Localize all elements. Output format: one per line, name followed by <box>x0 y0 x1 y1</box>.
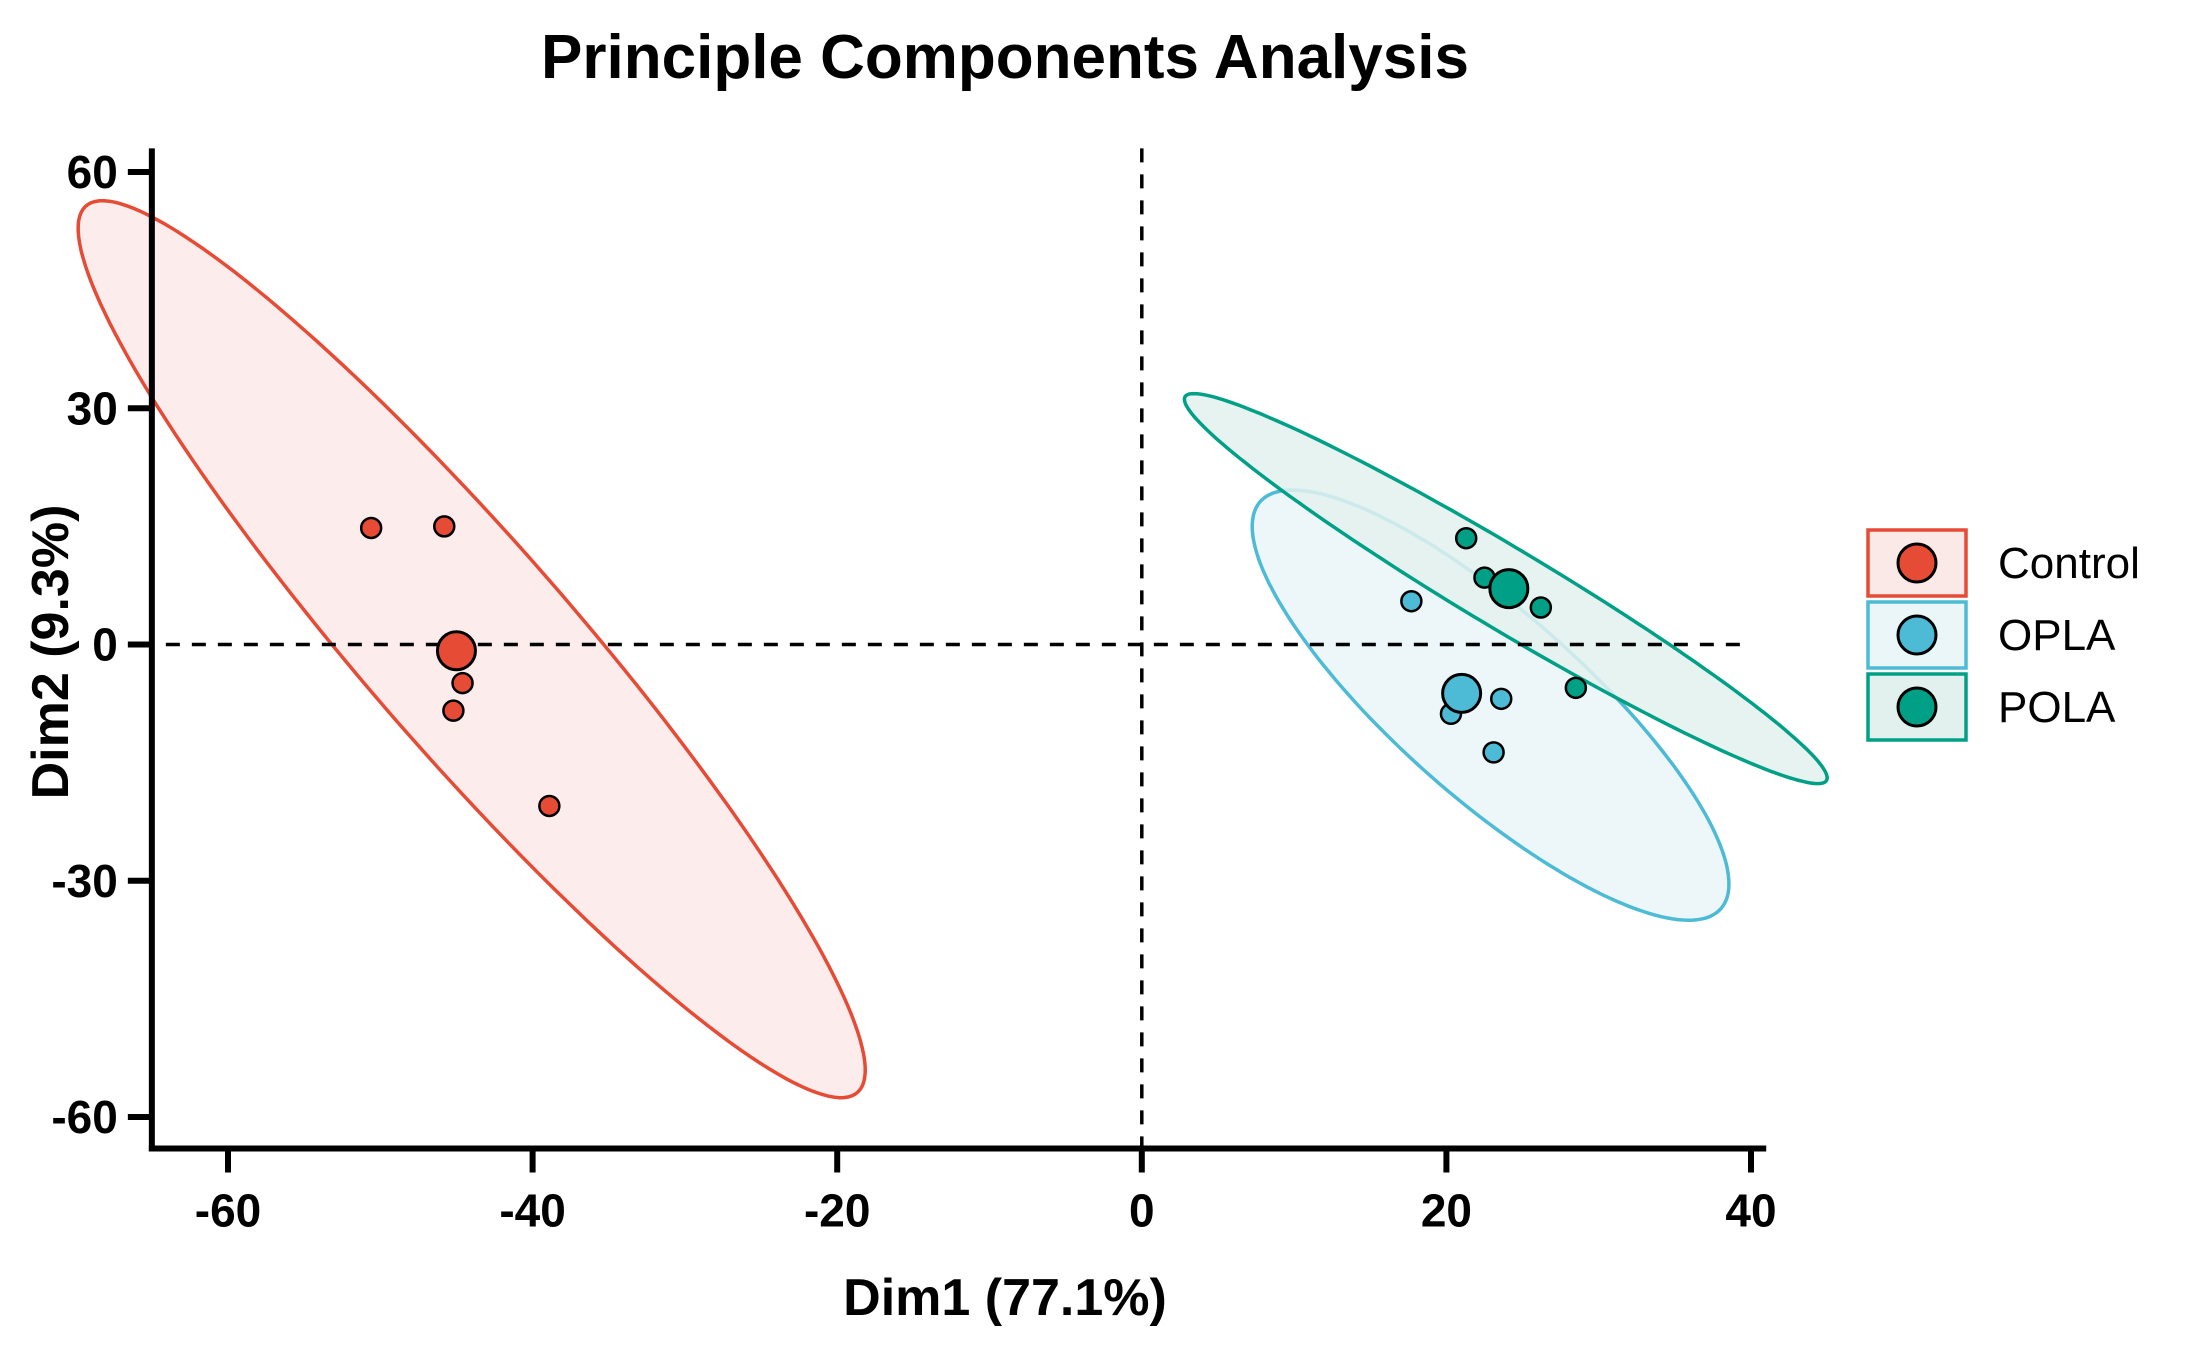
axes: -60 -40 -20 0 20 40 60 30 0 -30 -60 <box>51 146 1776 1237</box>
centroid-opla <box>1441 672 1483 714</box>
y-tick-label: 60 <box>67 146 118 198</box>
point-control <box>538 794 561 818</box>
chart-title: Principle Components Analysis <box>541 23 1469 92</box>
point-opla <box>1400 589 1423 613</box>
point-pola <box>1564 676 1588 700</box>
confidence-ellipses <box>76 199 1829 1100</box>
y-tick-label: 30 <box>67 382 118 434</box>
legend-marker-pola <box>1896 686 1938 728</box>
y-axis-title: Dim2 (9.3%) <box>22 505 80 800</box>
legend-label-pola: POLA <box>1998 683 2116 732</box>
centroid-control <box>435 630 477 672</box>
y-tick-label: -30 <box>51 855 117 907</box>
point-opla <box>1482 741 1505 764</box>
reference-lines <box>165 148 1751 1149</box>
legend-marker-control <box>1896 542 1938 584</box>
data-points <box>359 515 1588 818</box>
ellipse-opla <box>1250 488 1731 922</box>
point-control <box>359 516 383 540</box>
point-control <box>451 671 474 695</box>
y-tick-label: 0 <box>92 619 118 671</box>
y-tick-label: -60 <box>51 1091 117 1143</box>
x-tick-label: 0 <box>1129 1185 1155 1237</box>
legend-marker-opla <box>1896 614 1938 656</box>
point-pola <box>1529 596 1553 619</box>
point-control <box>433 515 456 538</box>
x-axis-title: Dim1 (77.1%) <box>843 1269 1167 1327</box>
legend-label-opla: OPLA <box>1998 611 2116 660</box>
x-tick-label: -40 <box>499 1185 565 1237</box>
legend: Control OPLA POLA <box>1866 528 2140 742</box>
point-control <box>442 699 465 722</box>
x-tick-label: -20 <box>804 1185 870 1237</box>
legend-label-control: Control <box>1998 539 2140 588</box>
point-pola <box>1454 526 1478 550</box>
centroid-pola <box>1488 568 1530 610</box>
x-tick-label: 20 <box>1421 1185 1472 1237</box>
x-tick-label: -60 <box>195 1185 261 1237</box>
x-tick-label: 40 <box>1725 1185 1776 1237</box>
point-opla <box>1489 687 1513 711</box>
